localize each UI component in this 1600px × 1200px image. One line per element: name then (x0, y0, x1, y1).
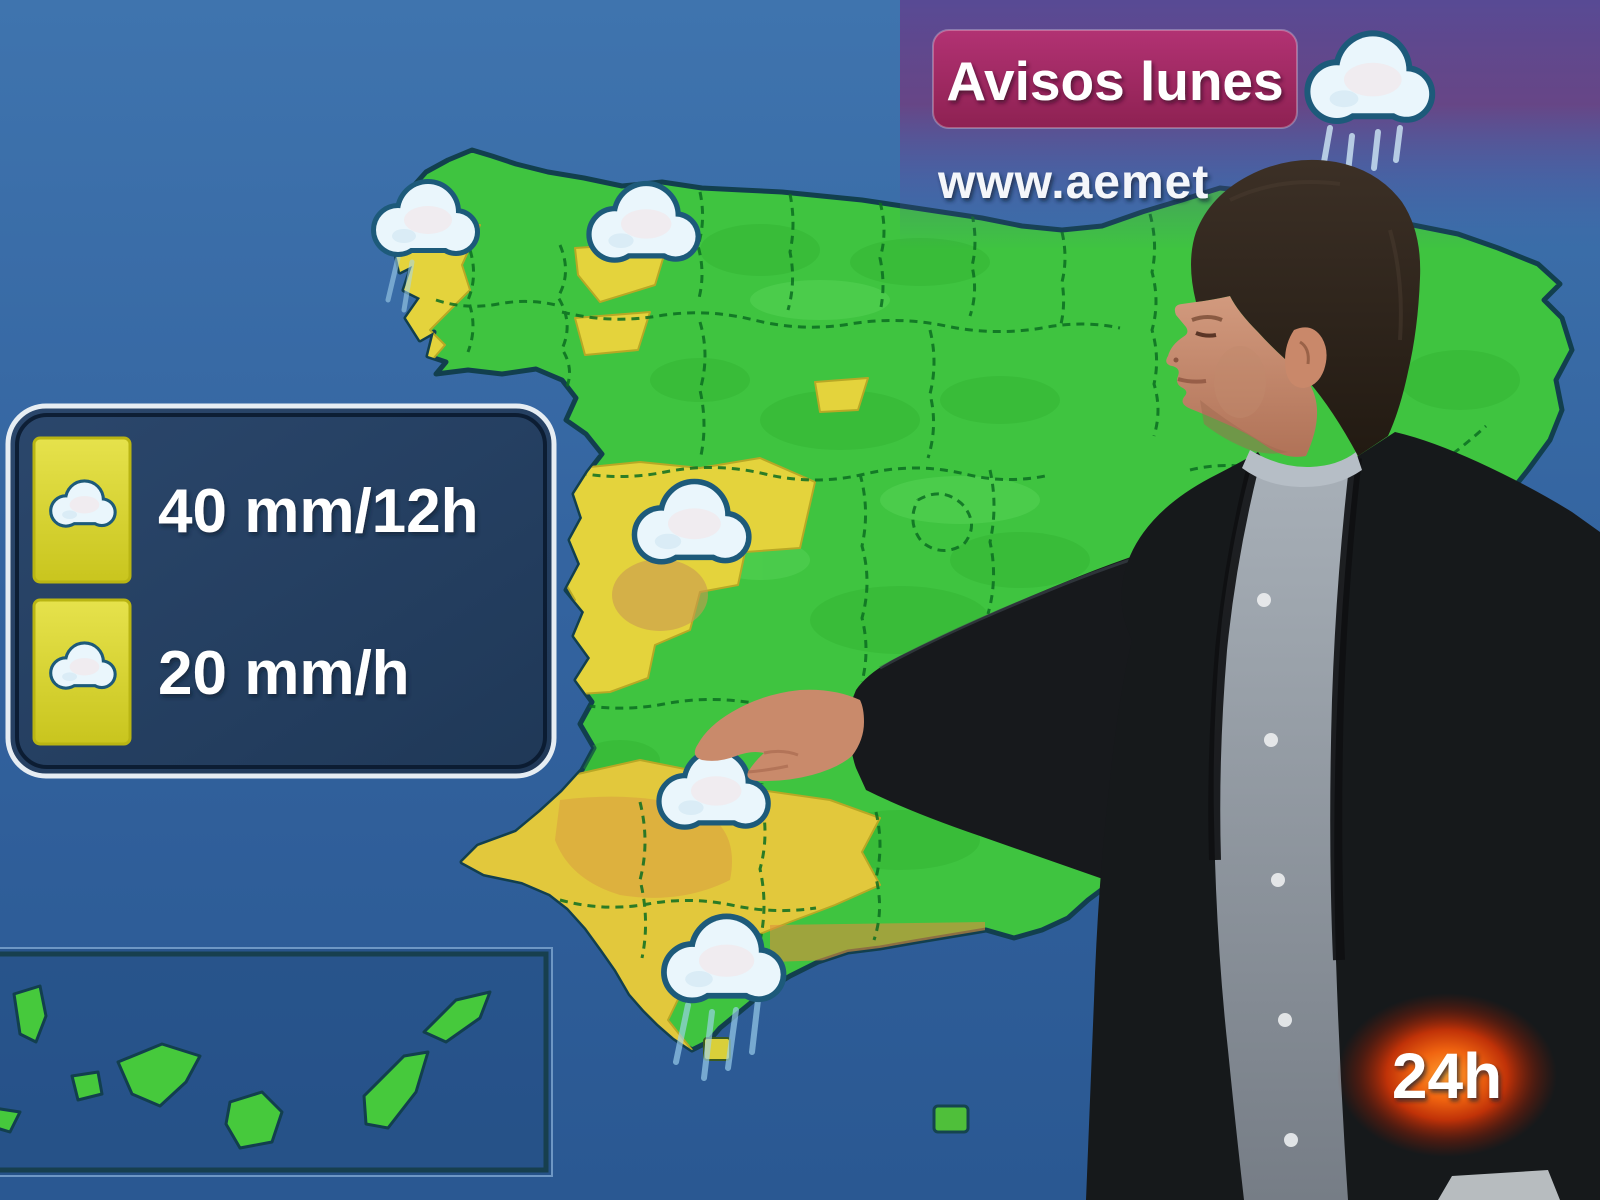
shirt-buttons (1257, 593, 1298, 1147)
canary-islands-inset (0, 947, 553, 1177)
alboran-island-marker (932, 1104, 970, 1134)
legend-box: 40 mm/12h 20 mm/h (5, 403, 557, 779)
eyebrow (1191, 315, 1223, 322)
mouth (1177, 377, 1207, 384)
terrain-shading (580, 224, 1520, 870)
shirt-collar (1242, 450, 1362, 488)
hair-strands (1229, 180, 1403, 341)
hand-finger-lines (747, 749, 799, 774)
legend-label-40mm: 40 mm/12h (158, 477, 479, 546)
nostril (1173, 357, 1179, 363)
ear-inner-line (1299, 340, 1310, 365)
island-fuerteventura (362, 1050, 430, 1130)
island-la-gomera (70, 1070, 104, 1102)
map-warning-clouds (376, 184, 781, 1081)
presenter-ear (1285, 327, 1327, 388)
legend-item-20mm: 20 mm/h (32, 598, 410, 746)
legend-item-40mm: 40 mm/12h (32, 436, 479, 584)
badge-glow (1337, 993, 1557, 1157)
island-el-hierro (0, 1107, 22, 1134)
warning-orange-patch (612, 559, 708, 631)
aemet-url-text: www.aemet (937, 156, 1209, 209)
warning-region-cantabria (814, 377, 869, 413)
legend-panel (5, 403, 557, 779)
island-gran-canaria (224, 1090, 284, 1150)
legend-panel-inner-border (15, 413, 547, 769)
cheek-shade (1214, 346, 1266, 418)
warning-region-asturias-east (574, 311, 651, 356)
rain-streaks-banner (1321, 125, 1403, 175)
jacket-lapels (1208, 457, 1362, 961)
island-tenerife (116, 1042, 202, 1108)
channel-badge-label: 24h (1392, 1040, 1502, 1112)
shirt-cuff (1438, 1170, 1560, 1200)
rain-streaks-galicia (385, 255, 415, 313)
presenter-hand (694, 689, 864, 782)
rain-streaks-south-coast (673, 997, 761, 1081)
channel-badge: 24h (1337, 993, 1557, 1157)
banner-title: Avisos lunes (946, 50, 1283, 112)
eye (1195, 331, 1217, 338)
presenter-hair (1191, 159, 1421, 456)
banner-box (932, 29, 1298, 129)
legend-label-20mm: 20 mm/h (158, 639, 410, 708)
island-la-palma (12, 984, 48, 1044)
jaw-shadow (1200, 400, 1288, 454)
presenter-shirt (1213, 460, 1356, 1200)
island-lanzarote (422, 990, 492, 1044)
